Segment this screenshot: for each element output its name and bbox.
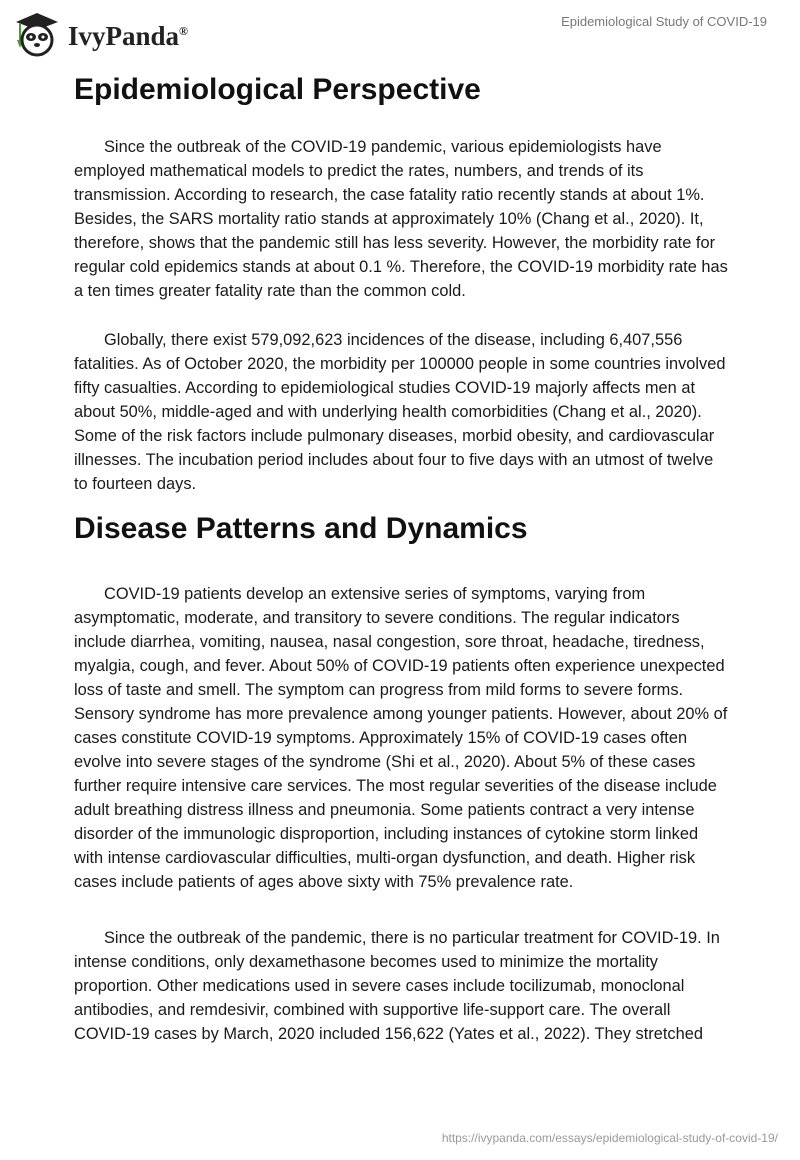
paragraph: Since the outbreak of the COVID-19 pande… [74,138,728,300]
document-title: Epidemiological Study of COVID-19 [561,14,767,29]
paragraph: Globally, there exist 579,092,623 incide… [74,331,726,493]
section-heading: Disease Patterns and Dynamics [74,512,528,545]
ivypanda-logo[interactable]: IvyPanda® [12,8,188,58]
panda-graduate-icon [16,13,58,57]
paragraph: COVID-19 patients develop an extensive s… [74,585,728,891]
source-url[interactable]: https://ivypanda.com/essays/epidemiologi… [441,1131,778,1145]
article-body: Epidemiological Perspective Since the ou… [74,70,730,1046]
brand-name: IvyPanda® [68,20,189,51]
section-heading: Epidemiological Perspective [74,73,481,106]
paragraph: Since the outbreak of the pandemic, ther… [74,929,720,1043]
